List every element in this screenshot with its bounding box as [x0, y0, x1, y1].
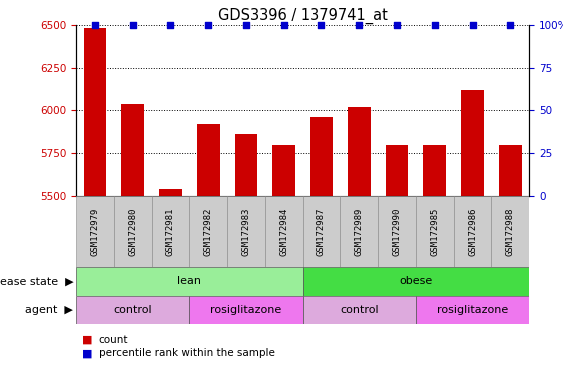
Text: GSM172986: GSM172986	[468, 207, 477, 255]
Bar	[491, 196, 529, 267]
Bar	[303, 196, 341, 267]
Point	[242, 22, 251, 28]
Text: rosiglitazone: rosiglitazone	[211, 305, 282, 315]
Bar	[454, 196, 491, 267]
Bar	[197, 124, 220, 196]
Bar	[265, 196, 303, 267]
Text: GSM172988: GSM172988	[506, 207, 515, 255]
Bar	[189, 296, 303, 324]
Text: GSM172983: GSM172983	[242, 207, 251, 255]
Point	[91, 22, 100, 28]
Point	[279, 22, 288, 28]
Bar	[114, 196, 151, 267]
Text: control: control	[113, 305, 152, 315]
Point	[468, 22, 477, 28]
Text: GSM172984: GSM172984	[279, 207, 288, 255]
Title: GDS3396 / 1379741_at: GDS3396 / 1379741_at	[218, 7, 387, 23]
Point	[204, 22, 213, 28]
Bar	[416, 296, 529, 324]
Point	[317, 22, 326, 28]
Bar	[386, 144, 408, 196]
Bar	[423, 144, 446, 196]
Bar	[122, 104, 144, 196]
Text: lean: lean	[177, 276, 202, 286]
Text: disease state  ▶: disease state ▶	[0, 276, 73, 286]
Bar	[416, 196, 454, 267]
Bar	[272, 144, 295, 196]
Point	[128, 22, 137, 28]
Bar	[310, 117, 333, 196]
Bar	[76, 267, 303, 296]
Bar	[348, 107, 370, 196]
Text: GSM172990: GSM172990	[392, 207, 401, 255]
Text: percentile rank within the sample: percentile rank within the sample	[99, 348, 274, 358]
Text: control: control	[340, 305, 378, 315]
Text: rosiglitazone: rosiglitazone	[437, 305, 508, 315]
Bar	[189, 196, 227, 267]
Bar	[341, 196, 378, 267]
Bar	[76, 196, 114, 267]
Text: obese: obese	[399, 276, 432, 286]
Text: ■: ■	[82, 335, 92, 345]
Bar	[378, 196, 416, 267]
Text: GSM172989: GSM172989	[355, 207, 364, 255]
Bar	[227, 196, 265, 267]
Text: GSM172985: GSM172985	[430, 207, 439, 255]
Bar	[461, 90, 484, 196]
Text: GSM172982: GSM172982	[204, 207, 213, 255]
Point	[355, 22, 364, 28]
Text: ■: ■	[82, 348, 92, 358]
Bar	[303, 267, 529, 296]
Bar	[151, 196, 189, 267]
Text: GSM172987: GSM172987	[317, 207, 326, 255]
Bar	[159, 189, 182, 196]
Text: GSM172980: GSM172980	[128, 207, 137, 255]
Point	[166, 22, 175, 28]
Text: count: count	[99, 335, 128, 345]
Bar	[499, 144, 522, 196]
Text: GSM172981: GSM172981	[166, 207, 175, 255]
Text: GSM172979: GSM172979	[91, 207, 100, 255]
Bar	[83, 28, 106, 196]
Bar	[303, 296, 416, 324]
Text: agent  ▶: agent ▶	[25, 305, 73, 315]
Bar	[235, 134, 257, 196]
Point	[392, 22, 401, 28]
Bar	[76, 296, 189, 324]
Point	[506, 22, 515, 28]
Point	[430, 22, 439, 28]
